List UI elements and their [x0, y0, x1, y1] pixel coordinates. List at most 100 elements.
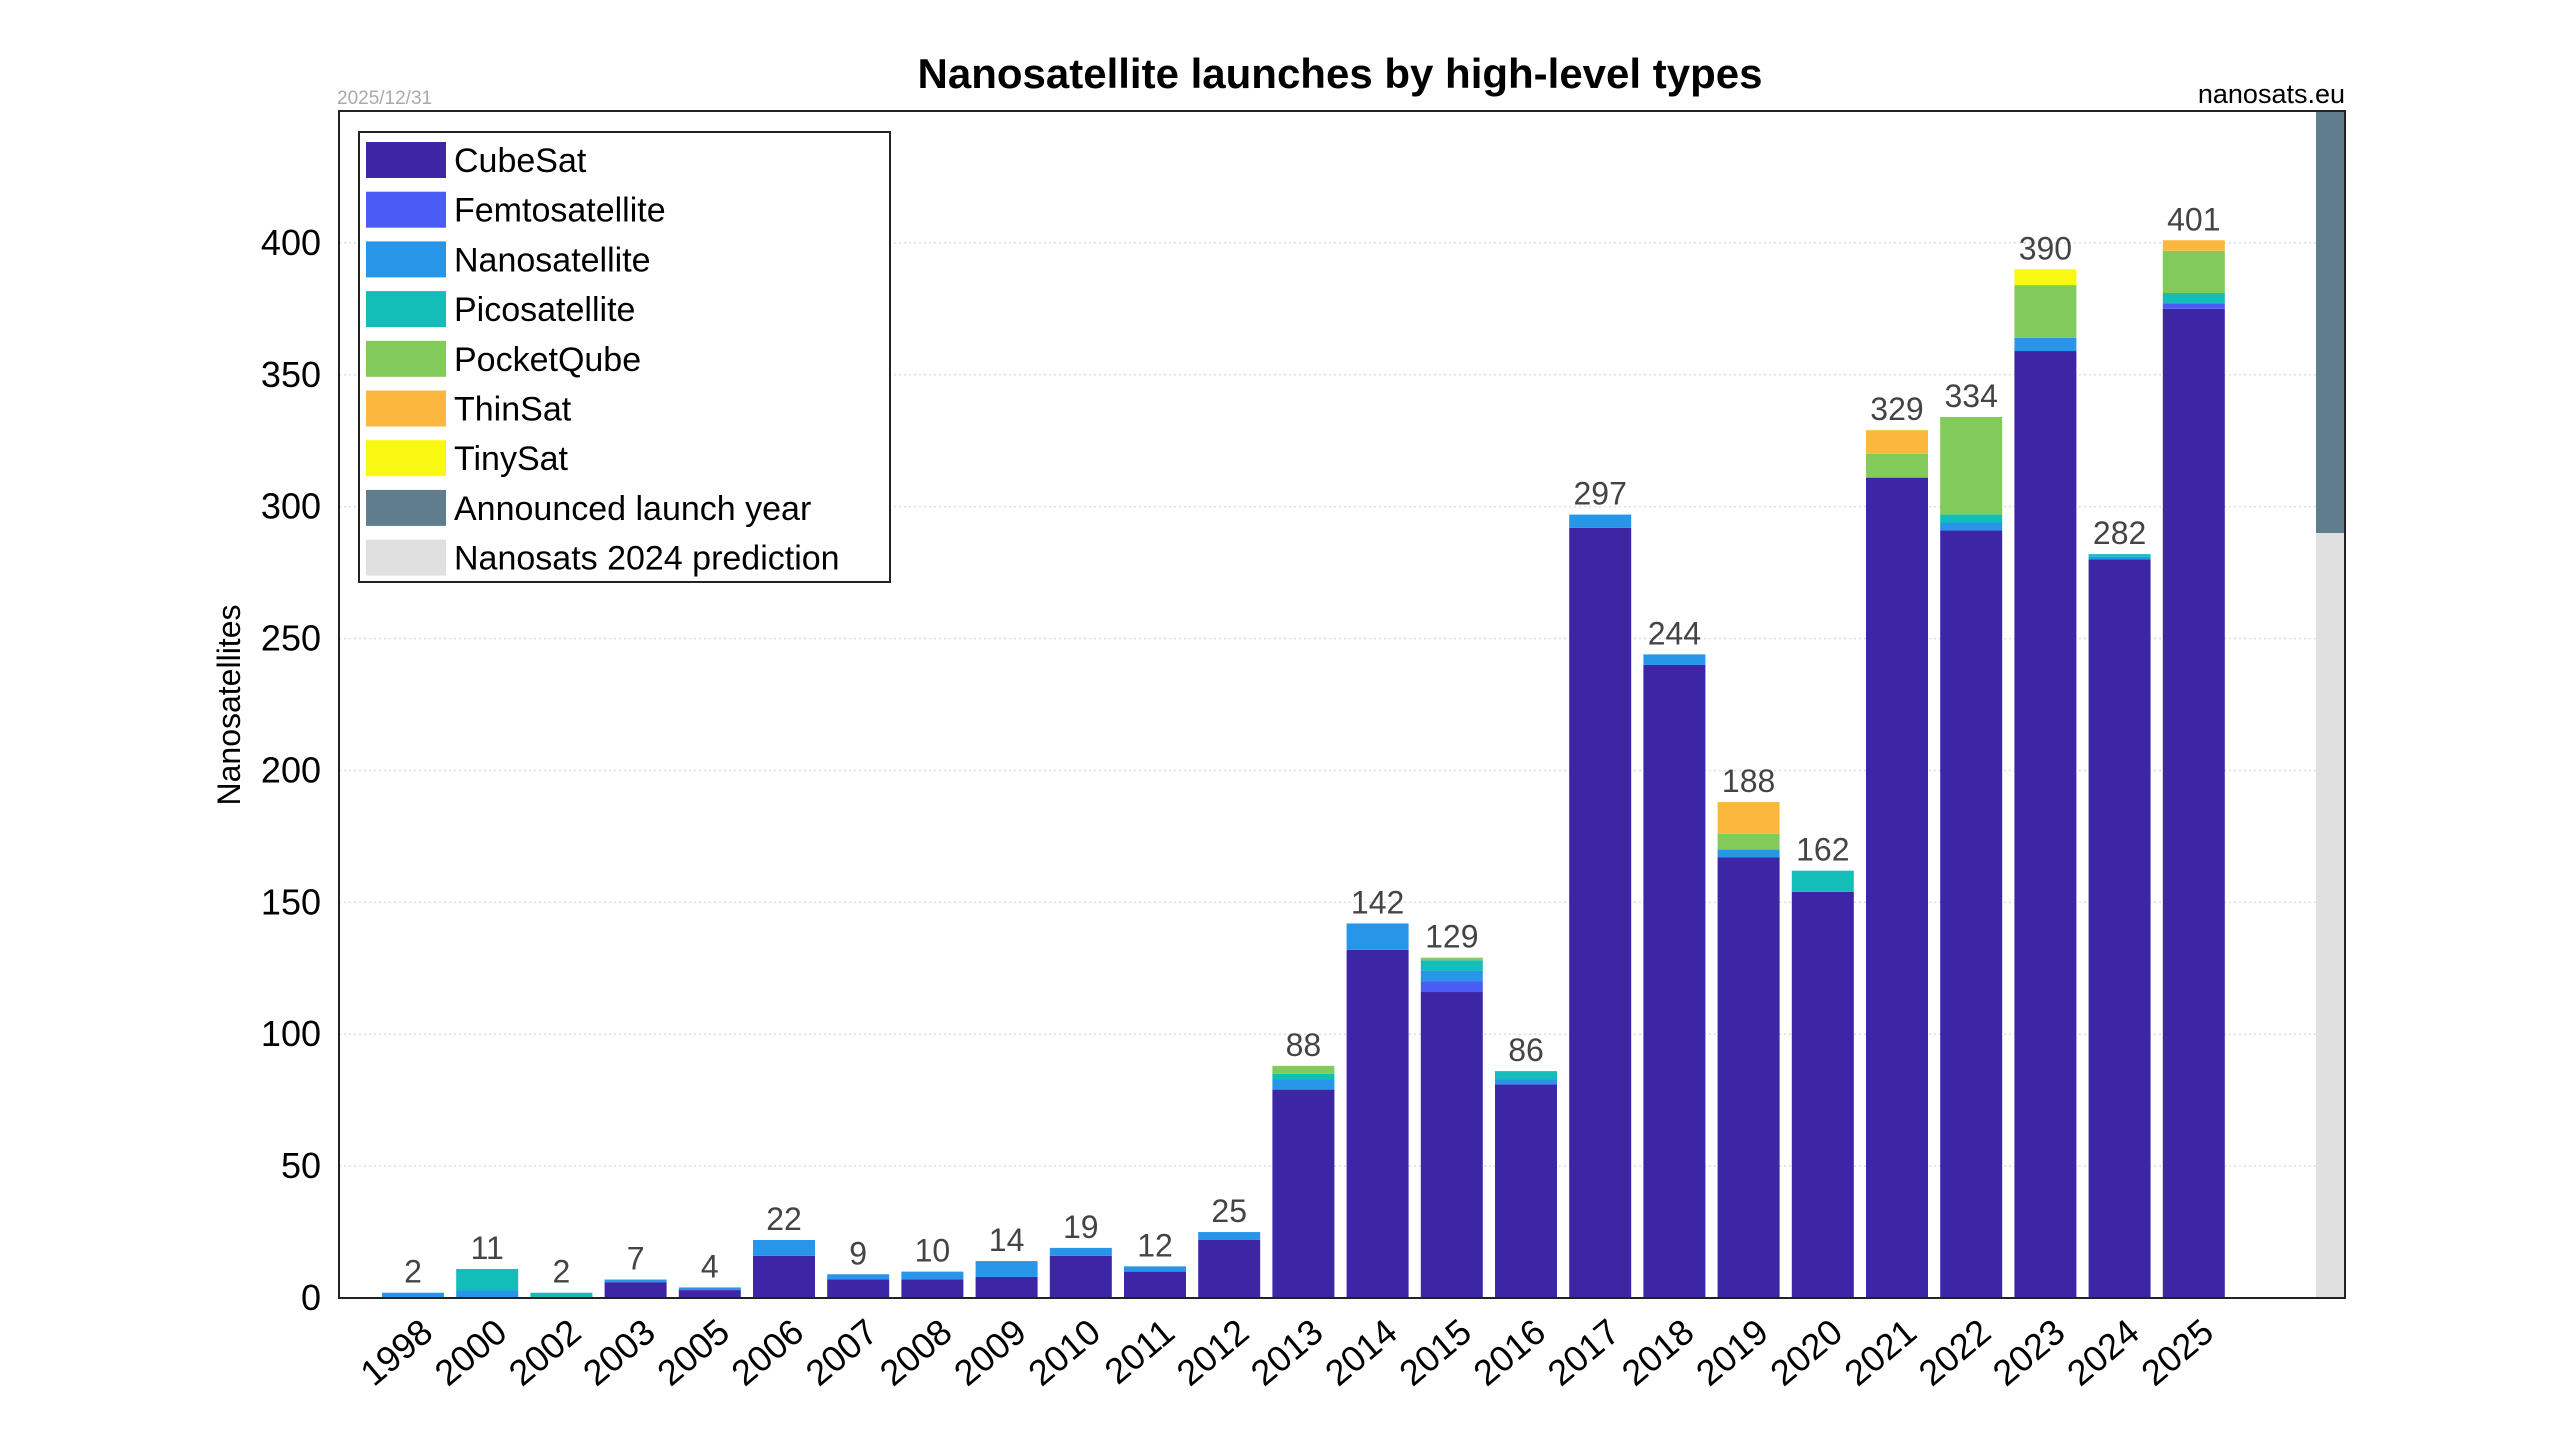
x-tick-label: 1998 — [352, 1311, 440, 1394]
total-label-2005: 4 — [701, 1248, 719, 1284]
x-tick-label: 2020 — [1762, 1311, 1850, 1394]
total-label-2011: 12 — [1137, 1227, 1173, 1263]
bar-segment-nanosatellite-2003 — [604, 1279, 667, 1283]
bar-segment-nanosatellite-1998 — [382, 1292, 444, 1298]
total-label-2009: 14 — [989, 1222, 1025, 1258]
legend-box — [358, 131, 891, 583]
y-tick-label: 150 — [261, 881, 321, 922]
bar-segment-thinsat-2021 — [1866, 430, 1928, 454]
bar-segment-cubesat-2015 — [1420, 992, 1483, 1298]
bar-segment-nanosatellite-2009 — [975, 1261, 1038, 1277]
bar-segment-nanosatellite-2014 — [1346, 923, 1409, 950]
total-label-2000: 11 — [471, 1230, 504, 1266]
x-tick-label: 2000 — [427, 1311, 515, 1394]
bar-segment-cubesat-2016 — [1495, 1084, 1557, 1298]
bar-segment-pocketqube-2023 — [2014, 285, 2077, 338]
bar-segment-nanosatellite-2010 — [1049, 1247, 1112, 1256]
bar-segment-cubesat-2011 — [1124, 1271, 1186, 1298]
bar-segment-cubesat-2005 — [678, 1290, 741, 1298]
total-label-2014: 142 — [1351, 884, 1404, 920]
x-tick-label: 2021 — [1836, 1311, 1924, 1394]
x-tick-label: 2023 — [1985, 1311, 2073, 1394]
x-tick-label: 2007 — [798, 1311, 886, 1394]
legend-label: Nanosats 2024 prediction — [454, 540, 840, 578]
bar-segment-nanosatellite-2019 — [1717, 849, 1780, 858]
x-tick-label: 2003 — [575, 1311, 663, 1394]
bar-segment-pocketqube-2025 — [2162, 250, 2225, 294]
bar-segment-cubesat-2007 — [827, 1279, 890, 1298]
bar-segment-cubesat-2003 — [604, 1282, 667, 1298]
bar-segment-tinysat-2023 — [2014, 269, 2077, 286]
bar-segment-picosatellite-2016 — [1495, 1071, 1557, 1080]
legend-swatch-nanosatellite — [366, 241, 446, 278]
legend-swatch-cubesat — [366, 142, 446, 178]
bar-segment-cubesat-2010 — [1049, 1255, 1112, 1298]
bar-segment-nanosatellite-2013 — [1272, 1079, 1335, 1090]
chart-title: Nanosatellite launches by high-level typ… — [918, 50, 1763, 97]
x-tick-label: 2019 — [1688, 1311, 1776, 1394]
bar-segment-picosatellite-2000 — [456, 1268, 519, 1291]
bar-segment-nanosatellite-2022 — [1940, 522, 2003, 531]
bar-segment-cubesat-2009 — [975, 1276, 1038, 1298]
legend-swatch-pocketqube — [366, 340, 446, 377]
bar-segment-nanosatellite-2007 — [827, 1274, 890, 1280]
legend-label: Picosatellite — [454, 291, 635, 329]
bar-segment-nanosatellite-2012 — [1198, 1232, 1261, 1240]
x-tick-label: 2013 — [1243, 1311, 1331, 1394]
bar-segment-nanosatellite-2006 — [753, 1239, 815, 1256]
x-tick-label: 2018 — [1614, 1311, 1702, 1394]
bar-segment-nanosatellite-2005 — [678, 1287, 741, 1291]
bar-segment-pocketqube-2019 — [1717, 833, 1780, 850]
x-tick-label: 2011 — [1096, 1311, 1182, 1392]
total-label-2007: 9 — [849, 1235, 867, 1271]
x-tick-label: 2010 — [1020, 1311, 1108, 1394]
total-label-2010: 19 — [1063, 1209, 1099, 1245]
bar-segment-nanosatellite-2024 — [2088, 556, 2151, 560]
legend-label: PocketQube — [454, 341, 641, 379]
bar-segment-picosatellite-2013 — [1272, 1073, 1335, 1080]
legend-label: Nanosatellite — [454, 241, 651, 279]
bar-segment-femtosatellite-2025 — [2162, 303, 2225, 309]
x-tick-label: 2009 — [946, 1311, 1034, 1394]
bar-segment-cubesat-2019 — [1717, 857, 1780, 1298]
x-tick-label: 2012 — [1169, 1311, 1257, 1394]
bar-segment-pocketqube-2021 — [1866, 453, 1928, 478]
y-tick-label: 300 — [261, 486, 321, 527]
bar-segment-cubesat-2023 — [2014, 351, 2077, 1298]
total-label-2023: 390 — [2019, 230, 2072, 266]
bar-segment-cubesat-2024 — [2088, 559, 2151, 1298]
legend-swatch-thinsat — [366, 390, 446, 427]
total-label-2003: 7 — [627, 1241, 645, 1277]
y-tick-label: 250 — [261, 618, 321, 659]
total-label-2020: 162 — [1796, 832, 1849, 868]
total-label-2016: 86 — [1508, 1032, 1544, 1068]
x-tick-label: 2002 — [501, 1311, 589, 1394]
bar-segment-nanosatellite-2016 — [1495, 1079, 1557, 1085]
bar-segment-cubesat-2018 — [1643, 664, 1706, 1298]
side-bar-announced-launch-year — [2316, 111, 2345, 534]
bar-segment-nanosatellite-2023 — [2014, 337, 2077, 352]
bar-segment-nanosatellite-2011 — [1124, 1266, 1186, 1272]
bar-segment-femtosatellite-2015 — [1420, 981, 1483, 993]
total-label-2022: 334 — [1945, 378, 1998, 414]
bar-segment-picosatellite-2022 — [1940, 514, 2003, 523]
bar-segment-pocketqube-2015 — [1420, 957, 1483, 961]
total-label-2015: 129 — [1425, 919, 1478, 955]
bar-segment-nanosatellite-2015 — [1420, 970, 1483, 982]
total-label-2008: 10 — [915, 1233, 951, 1269]
total-label-2018: 244 — [1648, 615, 1701, 651]
x-tick-label: 2014 — [1317, 1311, 1405, 1394]
bar-segment-cubesat-2020 — [1791, 891, 1854, 1298]
total-label-2024: 282 — [2093, 515, 2146, 551]
y-tick-label: 350 — [261, 354, 321, 395]
x-tick-label: 2005 — [649, 1311, 737, 1394]
bar-segment-picosatellite-2024 — [2088, 554, 2151, 557]
bar-segment-picosatellite-2020 — [1791, 870, 1854, 892]
bar-segment-nanosatellite-2017 — [1569, 514, 1632, 528]
source-label: nanosats.eu — [2198, 79, 2345, 109]
y-tick-label: 0 — [301, 1277, 321, 1318]
total-label-2006: 22 — [766, 1201, 802, 1237]
plot-frame — [338, 110, 2346, 1299]
bar-segment-picosatellite-2025 — [2162, 293, 2225, 304]
bar-segment-thinsat-2019 — [1717, 802, 1780, 834]
